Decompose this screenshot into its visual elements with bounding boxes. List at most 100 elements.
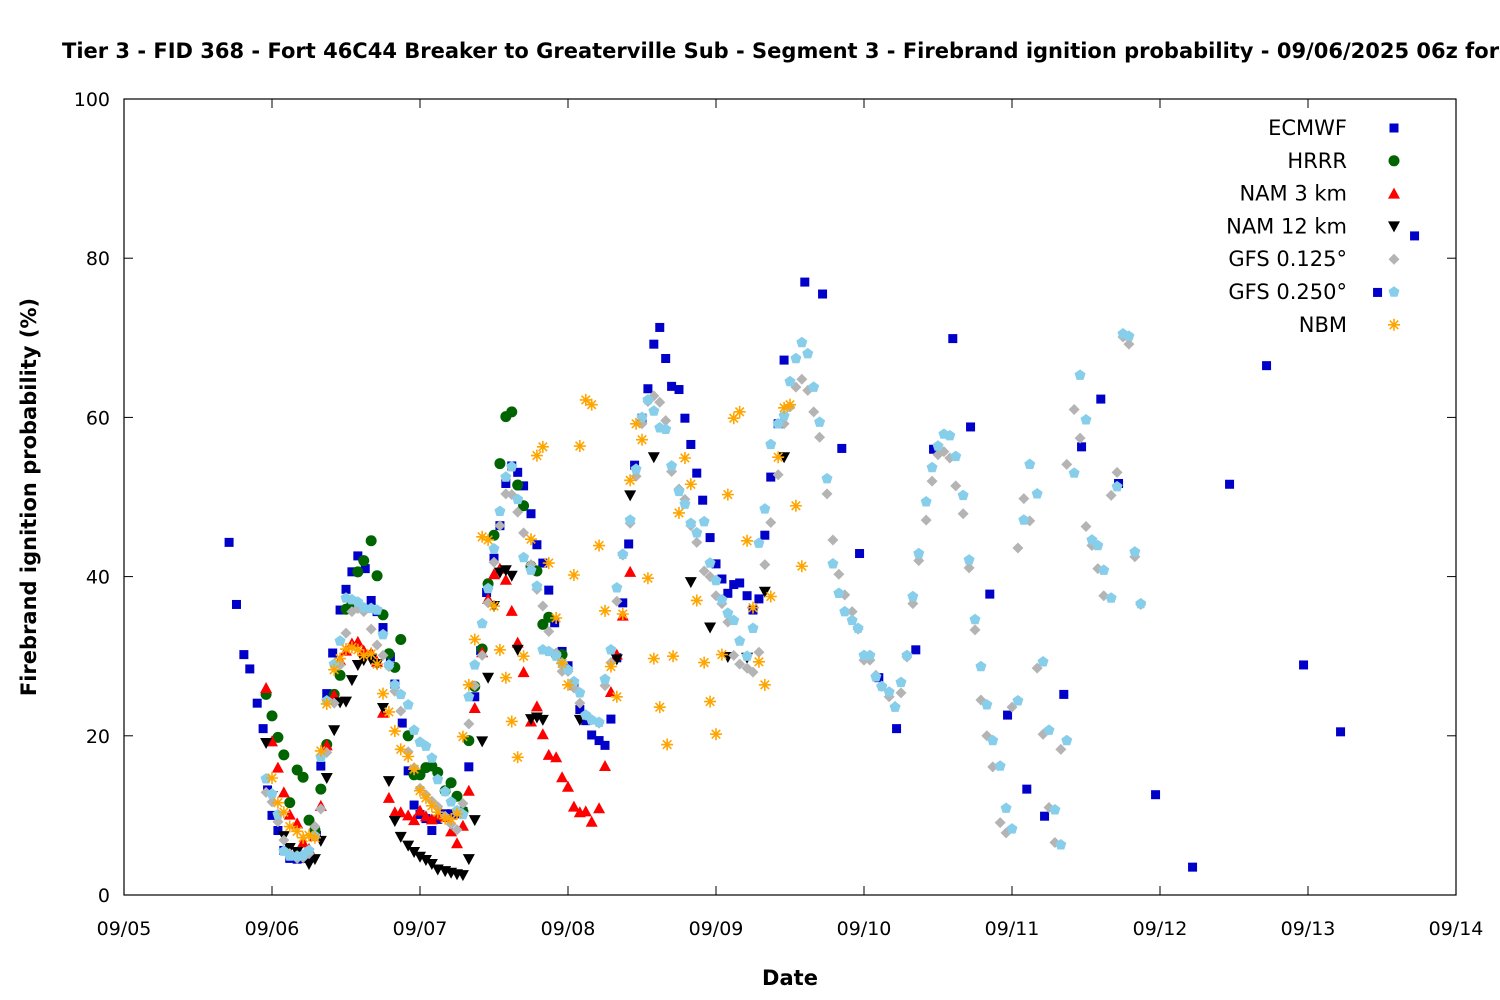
data-point: [752, 655, 765, 668]
data-point: [513, 467, 523, 477]
data-point: [957, 508, 969, 520]
data-point: [624, 490, 637, 502]
data-point: [352, 566, 364, 578]
x-tick-label: 09/14: [1429, 918, 1484, 940]
data-point: [531, 580, 543, 591]
data-point: [1373, 287, 1383, 297]
x-axis-label: Date: [762, 966, 818, 990]
data-point: [911, 645, 921, 655]
data-point: [1105, 489, 1117, 501]
data-point: [456, 730, 469, 743]
data-point: [425, 858, 438, 870]
data-point: [419, 810, 432, 822]
data-point: [624, 514, 636, 525]
data-point: [680, 413, 690, 423]
data-point: [790, 352, 802, 364]
data-point: [833, 587, 845, 599]
data-point: [846, 606, 858, 618]
data-point: [975, 660, 987, 672]
data-point: [308, 854, 321, 866]
data-point: [1123, 330, 1135, 341]
data-point: [895, 687, 907, 699]
data-point: [505, 715, 518, 728]
data-point: [818, 289, 828, 299]
data-point: [593, 716, 605, 727]
data-point: [505, 570, 518, 582]
y-tick-label: 80: [86, 248, 110, 270]
data-point: [345, 675, 358, 687]
data-point: [579, 805, 592, 817]
x-tick-label: 09/05: [97, 918, 152, 940]
data-point: [517, 650, 530, 663]
data-point: [728, 649, 740, 661]
data-point: [581, 716, 591, 726]
data-point: [511, 751, 524, 764]
data-point: [717, 574, 727, 584]
data-point: [611, 581, 623, 593]
data-point: [814, 416, 826, 427]
data-point: [764, 590, 777, 603]
legend-label: ECMWF: [1268, 116, 1347, 140]
data-point: [266, 735, 278, 747]
data-point: [698, 515, 710, 527]
legend-marker: [1388, 318, 1400, 331]
legend-label: NBM: [1299, 313, 1347, 337]
data-point: [562, 678, 574, 691]
data-point: [673, 485, 685, 497]
data-point: [765, 516, 777, 528]
data-point: [667, 381, 677, 391]
data-point: [704, 622, 717, 634]
data-point: [388, 815, 401, 827]
data-point: [710, 574, 722, 586]
data-point: [462, 784, 475, 796]
data-point: [600, 740, 610, 750]
data-point: [550, 751, 563, 763]
data-point: [395, 705, 407, 717]
data-point: [266, 710, 278, 722]
data-point: [814, 431, 826, 443]
data-point: [723, 588, 733, 598]
data-point: [414, 851, 426, 863]
data-point: [536, 440, 549, 453]
data-point: [419, 854, 432, 866]
data-point: [1077, 442, 1087, 452]
data-point: [753, 646, 765, 658]
data-point: [604, 660, 617, 673]
data-point: [519, 481, 529, 491]
data-point: [1055, 839, 1067, 850]
series-gfs-0-125-: [260, 331, 1147, 864]
data-point: [864, 649, 876, 661]
data-point: [365, 623, 377, 635]
data-point: [1123, 338, 1135, 350]
data-point: [994, 760, 1006, 771]
data-point: [660, 415, 672, 427]
data-point: [512, 506, 524, 518]
data-point: [895, 676, 907, 688]
data-point: [741, 650, 753, 661]
data-point: [679, 498, 691, 509]
data-point: [271, 761, 284, 773]
data-point: [754, 594, 764, 604]
data-point: [482, 582, 494, 594]
data-point: [606, 714, 616, 724]
data-point: [1031, 488, 1043, 499]
data-point: [624, 539, 634, 549]
data-point: [920, 514, 932, 526]
data-point: [303, 844, 315, 856]
data-point: [526, 509, 536, 519]
data-point: [291, 817, 304, 829]
data-point: [278, 834, 290, 846]
legend-marker: [1388, 286, 1400, 297]
data-point: [511, 644, 524, 656]
data-point: [402, 840, 415, 852]
data-point: [397, 718, 407, 728]
data-point: [800, 277, 810, 287]
data-point: [536, 714, 549, 726]
data-point: [1105, 592, 1117, 603]
data-point: [260, 682, 273, 694]
data-point: [593, 802, 606, 814]
data-point: [532, 540, 542, 550]
data-point: [468, 633, 481, 646]
data-point: [765, 438, 777, 450]
data-point: [837, 443, 847, 453]
